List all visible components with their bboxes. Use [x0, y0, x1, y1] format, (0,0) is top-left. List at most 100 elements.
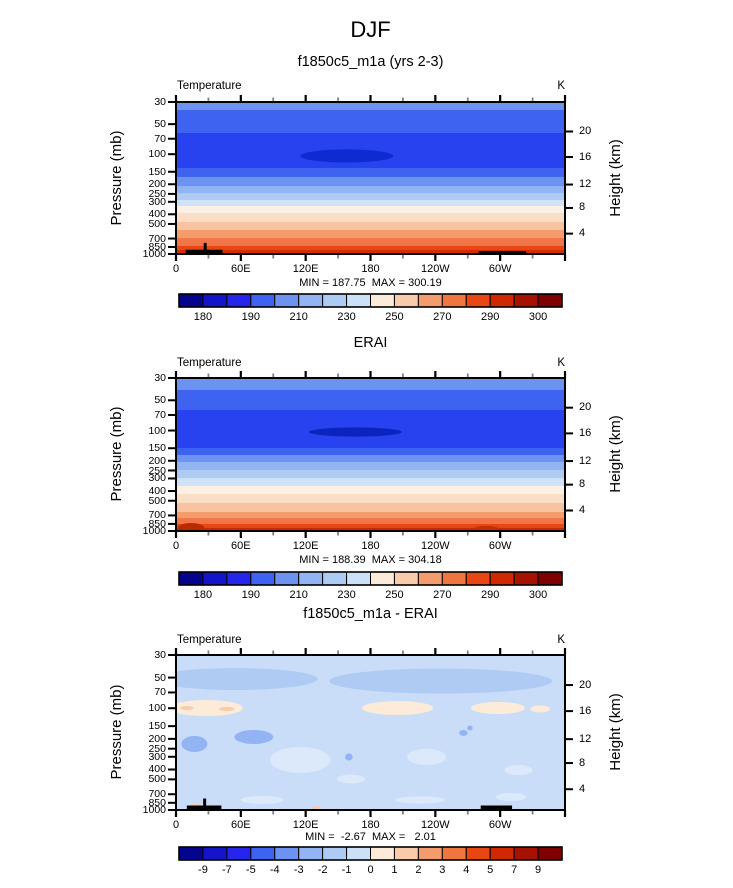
pressure-tick-label: 30 — [154, 372, 166, 384]
colorbar-tick-label: 300 — [528, 589, 548, 601]
colorbar-tick-label: -7 — [221, 864, 232, 876]
panel-field-1 — [176, 378, 565, 531]
colorbar-tick-label: 3 — [439, 864, 446, 876]
colorbar-tick-label: 230 — [337, 589, 356, 601]
pressure-tick-label: 100 — [148, 148, 166, 161]
lon-tick-label: 60W — [488, 263, 512, 275]
height-tick-label: 12 — [579, 454, 592, 467]
minmax-text: MIN = -2.67 MAX = 2.01 — [305, 831, 436, 843]
pressure-tick-label: 500 — [148, 217, 166, 230]
field-label: Temperature — [177, 80, 242, 92]
colorbar-tick-label: 1 — [391, 864, 398, 876]
lon-tick-label: 0 — [172, 819, 180, 831]
colorbar-tick-label: -4 — [269, 864, 280, 876]
colorbar-tick-label: 230 — [337, 311, 356, 323]
height-tick-label: 20 — [579, 678, 592, 691]
pressure-tick-label: 150 — [148, 442, 166, 455]
height-tick-label: 8 — [579, 201, 586, 214]
colorbar-tick-label: 270 — [433, 311, 452, 323]
pressure-tick-label: 850 — [148, 796, 166, 809]
lon-tick-label: 120E — [292, 540, 319, 552]
pressure-tick-label: 1000 — [142, 804, 166, 816]
colorbar-tick-label: 4 — [463, 864, 470, 876]
pressure-tick-label: 850 — [148, 240, 166, 253]
colorbar-tick-label: 180 — [193, 589, 213, 601]
pressure-axis-label: Pressure (mb) — [107, 684, 125, 780]
colorbar-tick-label: 9 — [535, 864, 542, 876]
pressure-tick-label: 400 — [148, 763, 166, 776]
panel-title-model: f1850c5_m1a (yrs 2-3) — [297, 54, 444, 70]
field-label: Temperature — [177, 634, 242, 646]
height-tick-label: 12 — [579, 178, 592, 191]
lon-tick-label: 60E — [231, 263, 251, 275]
figure-title: DJF — [350, 17, 391, 42]
height-tick-label: 4 — [579, 227, 586, 240]
pressure-tick-label: 250 — [148, 464, 166, 477]
pressure-tick-label: 700 — [148, 788, 166, 801]
colorbar-tick-label: 250 — [385, 311, 404, 323]
units-label: K — [557, 634, 565, 646]
height-axis-label: Height (km) — [606, 693, 624, 771]
colorbar-tick-label: 180 — [193, 311, 213, 323]
pressure-tick-label: 300 — [148, 750, 166, 763]
pressure-tick-label: 250 — [148, 187, 166, 200]
lon-tick-label: 60W — [488, 819, 512, 831]
pressure-tick-label: 100 — [148, 424, 166, 437]
height-tick-label: 12 — [579, 732, 592, 745]
height-tick-label: 4 — [579, 503, 586, 516]
lon-tick-label: 0 — [172, 263, 180, 275]
pressure-tick-label: 500 — [148, 773, 166, 786]
units-label: K — [557, 80, 565, 92]
colorbar-tick-label: 290 — [481, 589, 500, 601]
lon-tick-label: 60E — [231, 819, 251, 831]
pressure-tick-label: 30 — [154, 649, 166, 661]
pressure-tick-label: 200 — [148, 178, 166, 191]
lon-tick-label: 0 — [172, 540, 180, 552]
pressure-tick-label: 50 — [154, 118, 166, 131]
lon-tick-label: 180 — [361, 819, 380, 831]
pressure-tick-label: 150 — [148, 165, 166, 178]
colorbar-tick-label: 0 — [367, 864, 374, 876]
pressure-tick-label: 150 — [148, 720, 166, 733]
lon-tick-label: 120W — [420, 263, 450, 275]
height-tick-label: 4 — [579, 782, 586, 795]
lon-tick-label: 120E — [292, 263, 319, 275]
lon-tick-label: 60W — [488, 540, 512, 552]
lon-tick-label: 180 — [361, 540, 380, 552]
pressure-tick-label: 70 — [154, 408, 166, 421]
colorbar-tick-label: 290 — [481, 311, 500, 323]
panel-title-diff: f1850c5_m1a - ERAI — [303, 606, 438, 622]
pressure-tick-label: 200 — [148, 454, 166, 467]
pressure-tick-label: 400 — [148, 485, 166, 498]
colorbar-tick-label: 5 — [487, 864, 494, 876]
pressure-tick-label: 250 — [148, 742, 166, 755]
pressure-tick-label: 100 — [148, 702, 166, 715]
colorbar-tick-label: 210 — [289, 311, 308, 323]
lon-tick-label: 180 — [361, 263, 380, 275]
height-tick-label: 16 — [579, 426, 592, 439]
colorbar-tick-label: 7 — [511, 864, 518, 876]
colorbar-tick-label: 210 — [289, 589, 308, 601]
pressure-tick-label: 30 — [154, 96, 166, 108]
colorbar-tick-label: 250 — [385, 589, 404, 601]
pressure-tick-label: 700 — [148, 232, 166, 245]
lon-tick-label: 120W — [420, 540, 450, 552]
pressure-tick-label: 700 — [148, 509, 166, 522]
minmax-text: MIN = 188.39 MAX = 304.18 — [299, 554, 442, 566]
pressure-tick-label: 300 — [148, 195, 166, 208]
pressure-tick-label: 300 — [148, 472, 166, 485]
colorbar-tick-label: -5 — [245, 864, 256, 876]
height-tick-label: 8 — [579, 478, 586, 491]
height-axis-label: Height (km) — [606, 415, 624, 493]
height-tick-label: 16 — [579, 150, 592, 163]
colorbar-tick-label: -9 — [198, 864, 208, 876]
pressure-tick-label: 50 — [154, 671, 166, 684]
lon-tick-label: 120W — [420, 819, 450, 831]
colorbar-tick-label: 270 — [433, 589, 452, 601]
pressure-tick-label: 1000 — [142, 248, 166, 260]
colorbar-tick-label: 300 — [528, 311, 548, 323]
colorbar-tick-label: -2 — [317, 864, 328, 876]
colorbar-tick-label: 190 — [241, 589, 260, 601]
